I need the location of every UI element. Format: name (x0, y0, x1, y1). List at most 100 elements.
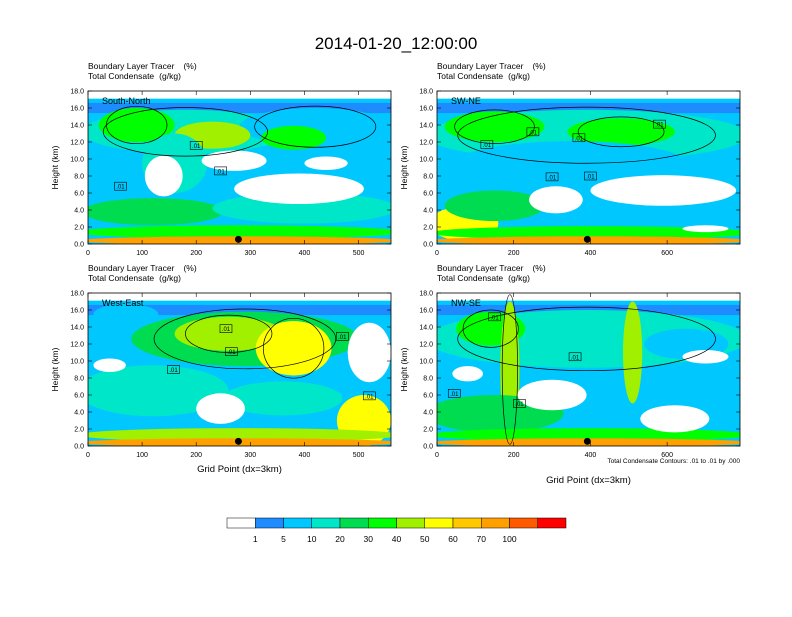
y-tick-label: 12.0 (70, 342, 84, 349)
contour-label-box (336, 332, 349, 341)
field-blob (93, 304, 159, 325)
contour-label-box (480, 140, 494, 149)
contour-label: .01 (572, 133, 586, 142)
subtitle-contour-name: Total Condensate (437, 71, 503, 81)
location-marker (583, 235, 591, 243)
field-blob (563, 204, 740, 229)
y-axis-label: Height (km) (399, 347, 409, 391)
contour-label-box (167, 365, 180, 374)
contour-label-box (363, 391, 376, 401)
field-blob (88, 365, 229, 417)
y-tick-label: 4.0 (423, 208, 433, 215)
y-tick-label: 12.0 (419, 140, 433, 147)
x-tick-label: 0 (86, 250, 90, 257)
contour-label: .01 (114, 181, 127, 191)
colorbar-swatch (537, 517, 567, 529)
clear-region (682, 225, 729, 233)
x-axis-label: Grid Point (dx=3km) (546, 475, 631, 486)
field-blob (437, 226, 740, 240)
field-top-clear (88, 293, 391, 301)
y-tick-label: 2.0 (423, 427, 433, 434)
condensate-contour (462, 309, 519, 348)
x-tick-label: 500 (353, 452, 365, 459)
y-tick-label: 8.0 (423, 376, 433, 383)
subtitle-field-units: (%) (183, 61, 196, 71)
field-blob (88, 225, 391, 239)
location-marker (234, 437, 242, 445)
y-tick-label: 10.0 (70, 359, 84, 366)
subtitle-contour-units: (g/kg) (159, 273, 181, 283)
clear-region (234, 173, 364, 205)
colorbar-swatch (226, 517, 256, 529)
x-tick-label: 600 (661, 452, 673, 459)
panels: Boundary Layer Tracer (%) Total Condensate… (50, 61, 741, 486)
x-tick-label: 100 (136, 452, 148, 459)
x-tick-label: 200 (508, 452, 520, 459)
axis-frame (436, 292, 741, 447)
y-tick-label: 14.0 (70, 123, 84, 130)
contour-label-box (447, 388, 461, 398)
y-tick-label: 6.0 (74, 393, 84, 400)
field-blob (212, 193, 391, 224)
field-blob (88, 198, 224, 226)
condensate-contour (102, 107, 268, 157)
field-blob (444, 111, 545, 142)
condensate-contour (106, 105, 168, 145)
field-blob (98, 108, 175, 142)
panel-subtitle-field: Boundary Layer Tracer (%) (88, 61, 197, 71)
contour-label: .01 (225, 347, 238, 356)
panel-sw-ne: Boundary Layer Tracer (%)Total Condensate… (399, 61, 741, 257)
x-tick-label: 200 (190, 250, 202, 257)
contour-label-text: .01 (450, 392, 459, 398)
contour-label-box (488, 312, 501, 322)
contour-label-text: .01 (222, 327, 231, 333)
contour-label-text: .01 (655, 123, 664, 129)
colorbar-swatch (481, 517, 510, 529)
y-tick-label: 4.0 (423, 410, 433, 417)
axis-frame (87, 292, 392, 447)
condensate-contour (457, 306, 716, 372)
condensate-contour (153, 308, 337, 370)
y-tick-label: 2.0 (74, 427, 84, 434)
clear-region (144, 155, 183, 197)
field-blob (174, 316, 283, 351)
contour-label-box (513, 399, 526, 408)
panel-subtitle-contour: Total Condensate (g/kg) (437, 71, 530, 81)
subtitle-field-units: (%) (532, 263, 545, 273)
contour-label-text: .01 (227, 350, 236, 356)
y-tick-label: 8.0 (423, 174, 433, 181)
contour-label: .01 (336, 332, 349, 341)
subtitle-field-name: Boundary Layer Tracer (88, 61, 175, 71)
heatmap-field (437, 91, 740, 244)
y-tick-label: 16.0 (419, 106, 433, 113)
clear-region (529, 186, 583, 214)
subtitle-contour-name: Total Condensate (88, 71, 154, 81)
condensate-contour (577, 116, 665, 148)
field-upper-layer (88, 102, 391, 114)
contour-label-box (653, 119, 666, 129)
x-tick-label: 400 (299, 452, 311, 459)
y-tick-label: 14.0 (70, 325, 84, 332)
subtitle-field-units: (%) (183, 263, 196, 273)
heatmap-field (88, 91, 391, 244)
colorbar-label: 100 (502, 534, 516, 544)
contour-label: .01 (214, 166, 227, 176)
contour-label-box (214, 166, 227, 176)
condensate-contour (254, 105, 377, 148)
y-axis-label: Height (km) (50, 347, 60, 391)
contour-label-box (225, 347, 238, 356)
y-tick-label: 2.0 (74, 225, 84, 232)
y-tick-label: 8.0 (74, 174, 84, 181)
contour-label-text: .01 (192, 144, 201, 150)
y-tick-label: 6.0 (74, 191, 84, 198)
contour-label: .01 (568, 352, 582, 361)
y-tick-label: 10.0 (70, 157, 84, 164)
panel-subtitle-field: Boundary Layer Tracer (%) (437, 61, 546, 71)
y-axis-label: Height (km) (50, 145, 60, 189)
x-tick-label: 200 (508, 250, 520, 257)
axis-frame (436, 90, 741, 245)
x-tick-label: 600 (661, 250, 673, 257)
heatmap-field (437, 293, 740, 446)
y-tick-label: 16.0 (70, 106, 84, 113)
